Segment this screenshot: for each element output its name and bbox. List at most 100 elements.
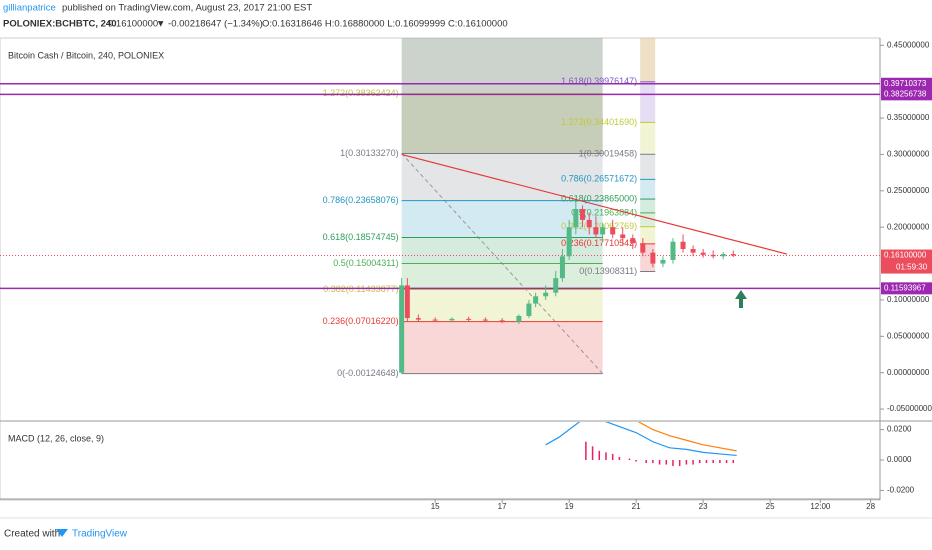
footer-brand[interactable]: TradingView xyxy=(72,529,128,540)
price-tag xyxy=(881,282,932,295)
fib-label: 0.236(0.17710542) xyxy=(561,238,637,248)
fib-label: 0.786(0.23658076) xyxy=(323,195,399,205)
user[interactable]: gillianpatrice xyxy=(3,3,56,14)
fib-label: 0(0.13908311) xyxy=(579,266,637,276)
candle-body xyxy=(700,252,706,255)
y-tick-label: 0.20000000 xyxy=(887,222,930,231)
candle-body xyxy=(553,278,559,293)
candle-body xyxy=(690,249,696,253)
chart-title: Bitcoin Cash / Bitcoin, 240, POLONIEX xyxy=(8,50,164,60)
candle-body xyxy=(404,285,410,319)
fib-label: 0.5(0.21963884) xyxy=(571,207,637,217)
axes: 0.45000000 0.35000000 0.30000000 0.25000000… xyxy=(431,40,932,511)
candle-body xyxy=(573,208,579,228)
price-tag xyxy=(881,77,932,90)
fib-label: 1(0.30019458) xyxy=(579,149,638,159)
fib-top xyxy=(401,38,603,154)
candle-body xyxy=(720,254,726,257)
fib-band xyxy=(401,289,603,322)
fib-label: 1.618(0.39976147) xyxy=(561,76,637,86)
y-tick-label: 0.00000000 xyxy=(887,368,930,377)
ohlc: O:0.16318646 H:0.16880000 L:0.16099999 C… xyxy=(262,19,508,30)
fib-label: 0.236(0.07016220) xyxy=(323,316,399,326)
candle-body xyxy=(660,259,666,264)
fib-band xyxy=(640,122,656,155)
candle-body xyxy=(559,256,565,279)
fib-band xyxy=(640,81,656,123)
x-tick-label: 17 xyxy=(498,502,507,511)
candle-body xyxy=(650,252,656,264)
macd-pane xyxy=(545,422,737,467)
y-tick-label: -0.05000000 xyxy=(887,404,932,413)
macd-line xyxy=(545,422,737,457)
fib-band xyxy=(401,153,603,201)
fib-top xyxy=(640,38,656,82)
x-tick-label: 28 xyxy=(866,502,875,511)
price-tag-label: 0.38256738 xyxy=(884,89,927,98)
candle-body xyxy=(449,318,455,321)
candle-body xyxy=(640,243,646,253)
x-tick-label: 23 xyxy=(699,502,708,511)
candle-body xyxy=(566,227,572,257)
y-tick-label: 0.05000000 xyxy=(887,331,930,340)
last-price-tag xyxy=(881,249,932,274)
fib-band xyxy=(401,263,603,290)
price-tag-label: 0.11593967 xyxy=(884,283,926,292)
candle-body xyxy=(670,241,676,260)
candle-body xyxy=(680,241,686,250)
candle-body xyxy=(630,238,636,244)
fib-label: 1.272(0.34401690) xyxy=(561,117,637,127)
published: published on TradingView.com, August 23,… xyxy=(62,3,312,14)
macd-y-tick-label: -0.0200 xyxy=(887,486,915,495)
fib-label: 0.618(0.18574745) xyxy=(323,232,399,242)
symbol: POLONIEX:BCHBTC, 240 xyxy=(3,19,117,30)
candle-body xyxy=(586,219,592,228)
change: ▼ -0.00218647 (−1.34%) xyxy=(156,19,263,30)
fib-label: 0.618(0.23865000) xyxy=(561,193,637,203)
fib-label: 0(-0.00124648) xyxy=(337,368,399,378)
candle-body xyxy=(432,319,438,321)
candle-body xyxy=(543,292,549,297)
x-tick-label: 21 xyxy=(632,502,641,511)
candle-body xyxy=(730,254,736,256)
fib-band xyxy=(640,154,656,180)
candle-body xyxy=(620,234,626,239)
candle-body xyxy=(533,296,539,304)
candle-body xyxy=(580,208,586,220)
y-tick-label: 0.30000000 xyxy=(887,150,930,159)
fib-label: 1(0.30133270) xyxy=(340,148,399,158)
candle-body xyxy=(482,319,488,321)
x-tick-label: 15 xyxy=(431,502,440,511)
y-tick-label: 0.35000000 xyxy=(887,113,930,122)
candle-body xyxy=(600,227,606,235)
candle-body xyxy=(399,285,405,373)
x-tick-label: 25 xyxy=(766,502,775,511)
fib-band xyxy=(640,199,656,213)
candle-body xyxy=(710,254,716,257)
fib-band xyxy=(401,321,603,374)
fib-label: 0.786(0.26571672) xyxy=(561,174,637,184)
fib-label: 0.5(0.15004311) xyxy=(333,258,398,268)
y-tick-label: 0.45000000 xyxy=(887,40,930,49)
fib-band xyxy=(640,212,656,227)
candle-body xyxy=(593,227,599,235)
footer-created: Created with xyxy=(4,529,60,540)
candle-body xyxy=(516,315,522,322)
candle-body xyxy=(415,318,421,320)
trend-line xyxy=(401,153,788,255)
fib-label: 0.382(0.20062769) xyxy=(561,221,637,231)
macd-line xyxy=(637,422,737,452)
last-price-label: 0.16100000 xyxy=(884,251,927,260)
price-tag xyxy=(881,88,932,101)
y-tick-label: 0.25000000 xyxy=(887,186,930,195)
countdown: 01:59:30 xyxy=(896,263,928,272)
arrow xyxy=(735,290,747,308)
candle-body xyxy=(499,320,505,322)
fib-band xyxy=(640,226,656,244)
fib-band xyxy=(640,179,656,200)
macd-title: MACD (12, 26, close, 9) xyxy=(8,433,104,443)
candle-body xyxy=(610,227,616,235)
macd-y-tick-label: 0.0200 xyxy=(887,425,912,434)
logo xyxy=(56,529,68,537)
